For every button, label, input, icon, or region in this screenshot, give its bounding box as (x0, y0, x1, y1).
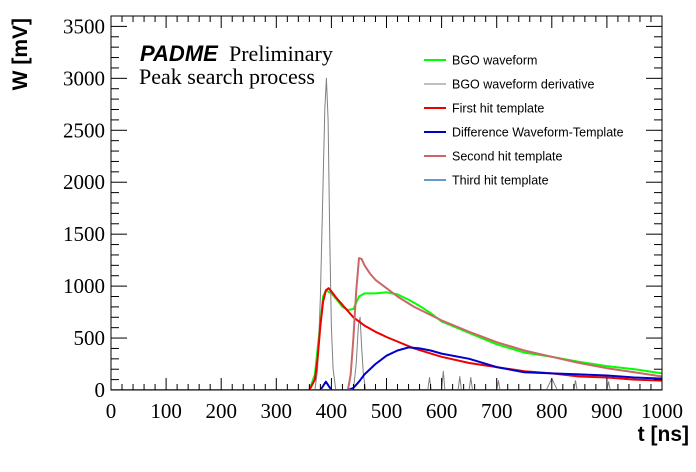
tick-layer (110, 15, 663, 391)
x-tick-label: 700 (481, 399, 513, 423)
padme-annotation: PADME Preliminary Peak search process (139, 41, 333, 89)
legend-label-first-hit-template: First hit template (452, 102, 544, 116)
x-tick-label: 900 (591, 399, 623, 423)
y-tick-label: 3500 (63, 14, 105, 38)
y-tick-label: 1000 (63, 274, 105, 298)
x-axis-title: t [ns] (638, 423, 689, 446)
x-tick-label: 200 (205, 399, 237, 423)
y-tick-label: 1500 (63, 222, 105, 246)
y-axis-title: W [mV] (9, 18, 32, 90)
x-tick-label: 400 (316, 399, 348, 423)
y-tick-label: 2500 (63, 118, 105, 142)
x-tick-label: 300 (261, 399, 293, 423)
legend-label-second-hit-template: Second hit template (452, 150, 563, 164)
series-line-bgo-waveform-derivative (111, 77, 662, 390)
subtitle-label: Peak search process (139, 64, 315, 89)
legend-label-bgo-waveform: BGO waveform (452, 54, 537, 68)
legend-label-difference-waveform-template: Difference Waveform-Template (452, 126, 624, 140)
x-tick-label: 100 (150, 399, 182, 423)
x-tick-label: 1000 (641, 399, 683, 423)
series-line-difference-waveform-template (111, 346, 662, 390)
series-line-second-hit-template (111, 257, 662, 390)
x-tick-label: 500 (371, 399, 403, 423)
y-tick-label: 2000 (63, 170, 105, 194)
status-label: Preliminary (229, 41, 333, 66)
legend-label-bgo-waveform-derivative: BGO waveform derivative (452, 78, 594, 92)
y-tick-label: 3000 (63, 66, 105, 90)
brand-label: PADME (140, 41, 219, 66)
y-tick-label: 500 (74, 326, 106, 350)
legend: BGO waveform BGO waveform derivative First… (424, 54, 624, 188)
x-tick-label: 0 (106, 399, 117, 423)
x-tick-label: 600 (426, 399, 458, 423)
x-tick-label: 800 (536, 399, 568, 423)
series-layer (111, 77, 662, 390)
tick-label-layer: 0 100 200 300 400 500 600 700 800 900 1000 0 500 1000… (63, 14, 683, 423)
legend-label-third-hit-template: Third hit template (452, 174, 549, 188)
y-tick-label: 0 (95, 378, 106, 402)
